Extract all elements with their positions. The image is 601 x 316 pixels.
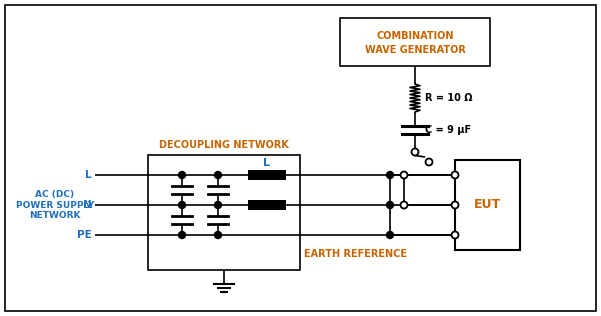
Bar bbox=[248, 200, 286, 210]
Circle shape bbox=[451, 172, 459, 179]
Text: R = 10 Ω: R = 10 Ω bbox=[425, 93, 472, 103]
Text: L: L bbox=[85, 170, 92, 180]
Bar bbox=[148, 155, 300, 270]
Bar bbox=[248, 170, 286, 180]
Circle shape bbox=[400, 202, 407, 209]
Text: PE: PE bbox=[78, 230, 92, 240]
Text: EUT: EUT bbox=[474, 198, 501, 211]
Circle shape bbox=[178, 172, 186, 179]
Circle shape bbox=[178, 202, 186, 209]
Circle shape bbox=[386, 202, 394, 209]
Circle shape bbox=[215, 202, 222, 209]
Bar bbox=[455, 160, 520, 250]
Circle shape bbox=[451, 232, 459, 239]
Circle shape bbox=[215, 172, 222, 179]
Circle shape bbox=[412, 149, 418, 155]
Circle shape bbox=[386, 172, 394, 179]
Circle shape bbox=[386, 232, 394, 239]
Circle shape bbox=[400, 172, 407, 179]
Circle shape bbox=[215, 232, 222, 239]
Circle shape bbox=[451, 202, 459, 209]
Bar bbox=[340, 18, 490, 66]
Circle shape bbox=[178, 232, 186, 239]
Text: COMBINATION
WAVE GENERATOR: COMBINATION WAVE GENERATOR bbox=[365, 31, 465, 55]
Text: C = 9 μF: C = 9 μF bbox=[425, 125, 471, 135]
Text: EARTH REFERENCE: EARTH REFERENCE bbox=[304, 249, 406, 259]
Text: L: L bbox=[263, 158, 270, 168]
Circle shape bbox=[426, 159, 433, 166]
Text: N: N bbox=[84, 200, 92, 210]
Text: DECOUPLING NETWORK: DECOUPLING NETWORK bbox=[159, 140, 289, 150]
Text: AC (DC)
POWER SUPPLY
NETWORK: AC (DC) POWER SUPPLY NETWORK bbox=[16, 190, 94, 220]
